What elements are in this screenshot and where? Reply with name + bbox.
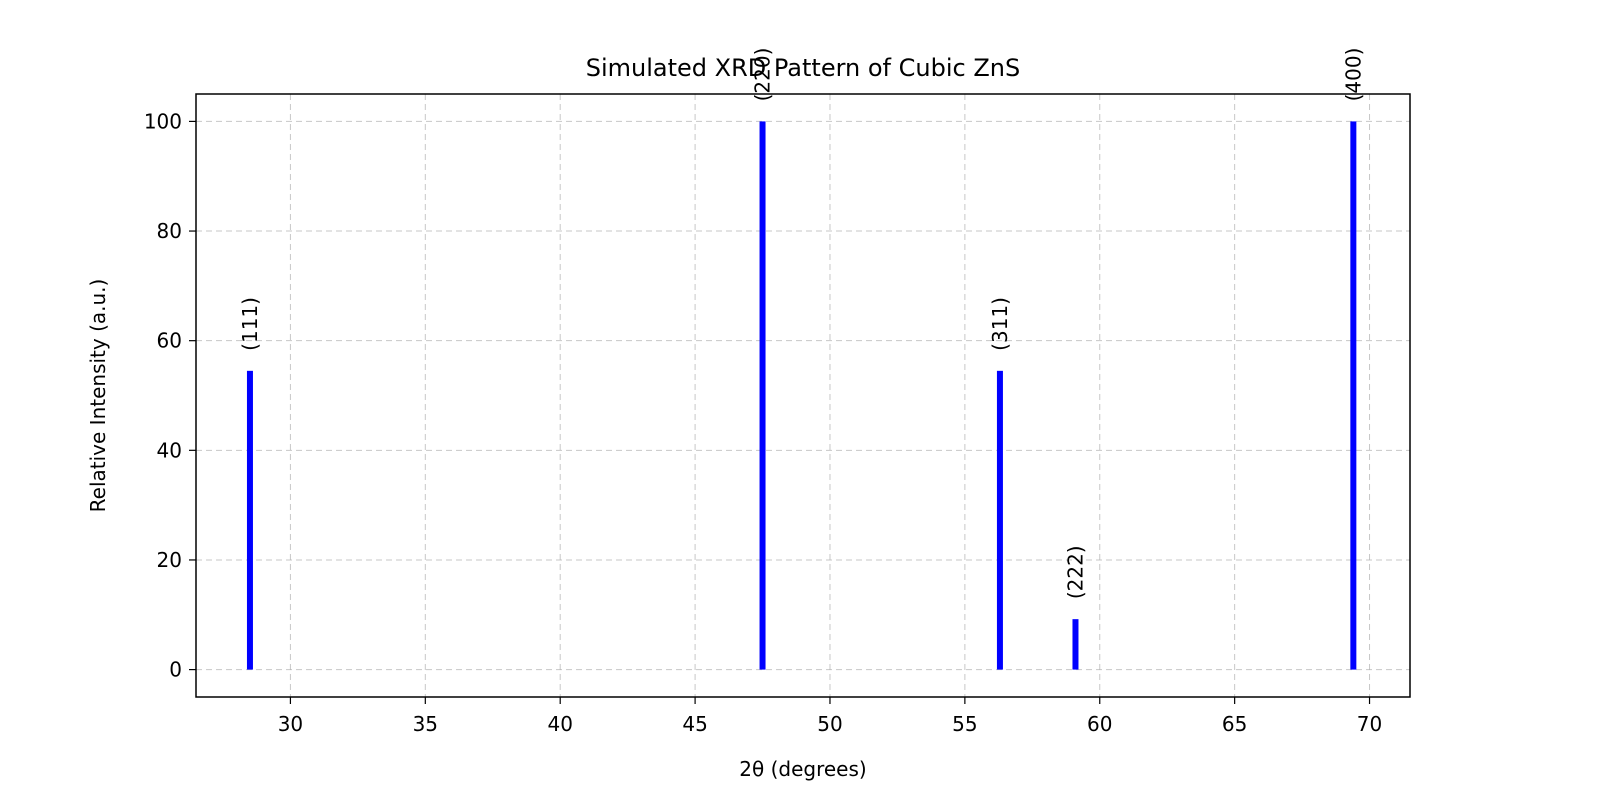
x-axis-label: 2θ (degrees) xyxy=(739,757,866,781)
peak-label: (222) xyxy=(1063,545,1087,599)
y-tick-label: 100 xyxy=(144,109,182,133)
peak-bar xyxy=(1350,121,1357,670)
peak-label: (111) xyxy=(238,297,262,351)
peak-label: (311) xyxy=(988,297,1012,351)
x-tick-label: 50 xyxy=(817,712,842,736)
axis-ticks: 30 35 40 45 50 55 60 65 70 0 20 40 60 80 100 xyxy=(144,109,1382,736)
peak-bar xyxy=(1072,619,1079,670)
x-tick-label: 40 xyxy=(547,712,572,736)
y-tick-label: 60 xyxy=(157,329,182,353)
x-tick-label: 70 xyxy=(1357,712,1382,736)
y-tick-label: 80 xyxy=(157,219,182,243)
x-tick-label: 55 xyxy=(952,712,977,736)
plot-frame xyxy=(195,93,1411,698)
peak-label: (220) xyxy=(751,48,775,102)
y-axis-label: Relative Intensity (a.u.) xyxy=(86,279,110,513)
x-tick-label: 35 xyxy=(413,712,438,736)
x-tick-label: 65 xyxy=(1222,712,1247,736)
y-tick-label: 0 xyxy=(169,658,182,682)
chart-title: Simulated XRD Pattern of Cubic ZnS xyxy=(586,54,1020,82)
peak-bar xyxy=(246,370,253,670)
peak-bar xyxy=(996,370,1003,670)
x-tick-label: 45 xyxy=(682,712,707,736)
peak-label: (400) xyxy=(1341,48,1365,102)
peak-bars xyxy=(246,121,1357,670)
peak-labels: (111) (220) (311) (222) (400) xyxy=(238,48,1365,600)
peak-bar xyxy=(759,121,766,670)
x-tick-label: 30 xyxy=(278,712,303,736)
y-tick-label: 40 xyxy=(157,438,182,462)
grid-lines xyxy=(196,94,1410,697)
y-tick-label: 20 xyxy=(157,548,182,572)
x-tick-label: 60 xyxy=(1087,712,1112,736)
